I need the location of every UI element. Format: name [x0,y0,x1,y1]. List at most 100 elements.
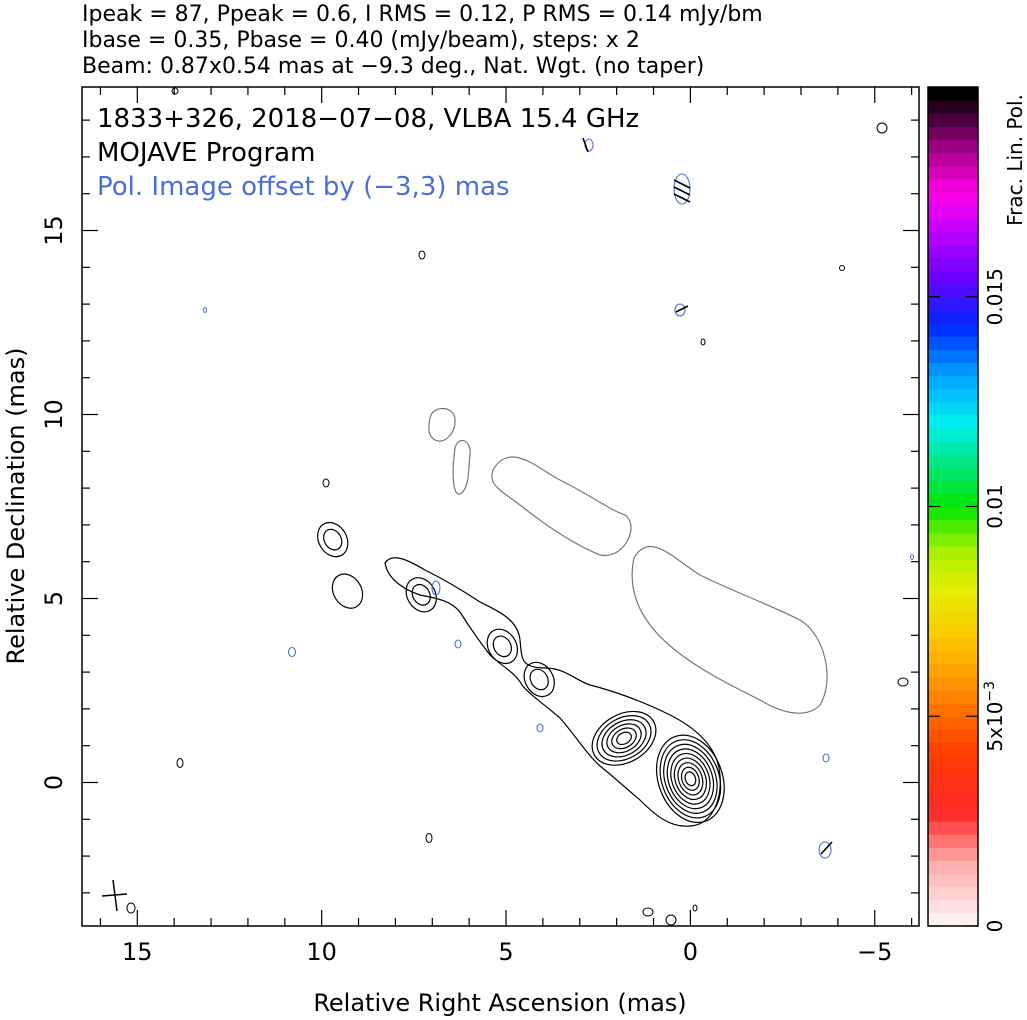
intensity-contour [486,628,519,665]
pol-grey-lobe-contour [631,545,828,714]
colorbar-band [928,558,978,573]
intensity-contour [606,723,642,754]
colorbar [928,87,978,927]
colorbar-band [928,624,978,639]
colorbar-band [928,322,978,337]
y-tick-label: 10 [40,399,68,430]
noise-contour [126,902,136,914]
colorbar-band [928,87,978,101]
colorbar-band [928,703,978,717]
x-tick-labels: 15 10 5 0 −5 [122,938,892,966]
intensity-contour [656,734,725,824]
intensity-contour [331,573,364,609]
noise-contour [418,250,426,260]
colorbar-band [928,611,978,626]
intensity-contour [680,766,700,791]
x-tick-label: 10 [306,938,337,966]
intensity-contour [411,583,431,606]
colorbar-band [928,440,978,455]
colorbar-band [928,414,978,429]
x-tick-label: −5 [857,938,892,966]
colorbar-band [928,126,978,141]
outer-jet-contour [384,557,721,827]
colorbar-band [928,663,978,678]
intensity-contour [670,752,711,805]
colorbar-band [928,637,978,652]
colorbar-tick-label: 0 [983,920,1007,933]
colorbar-band [928,283,978,298]
colorbar-band [928,821,978,835]
intensity-contour [684,771,697,787]
pol-vector [582,137,589,153]
colorbar-band [928,808,978,822]
colorbar-band [928,454,978,468]
colorbar-band [928,165,978,180]
colorbar-band [928,860,978,875]
pol-vector [673,186,691,196]
colorbar-band [928,690,978,704]
colorbar-band [928,545,978,560]
colorbar-band [928,309,978,324]
colorbar-band [928,781,978,796]
colorbar-band [928,401,978,416]
colorbar-band [928,191,978,206]
colorbar-band [928,650,978,665]
colorbar-band [928,349,978,363]
pol-blob [202,306,208,314]
colorbar-band [928,729,978,744]
pol-blob [822,753,830,763]
pol-grey-knot-1 [428,407,456,442]
intensity-contour [317,521,349,558]
colorbar-band [928,768,978,783]
colorbar-band [928,139,978,154]
noise-contour [171,87,179,95]
header-line-3: Beam: 0.87x0.54 mas at −9.3 deg., Nat. W… [82,54,705,79]
colorbar-band [928,336,978,350]
intensity-contour [673,757,707,801]
colorbar-band [928,100,978,114]
x-tick-label: 5 [498,938,513,966]
beam-minor-axis [101,893,128,897]
x-axis-label: Relative Right Ascension (mas) [313,989,686,1017]
colorbar-band [928,834,978,848]
intensity-contour [677,762,704,796]
colorbar-band [928,296,978,311]
pol-offset-label: Pol. Image offset by (−3,3) mas [97,172,510,202]
colorbar-ticks [928,296,978,927]
noise-contour [839,265,845,271]
colorbar-band [928,178,978,193]
y-tick-label: 0 [40,775,68,790]
noise-contour [665,914,677,926]
colorbar-band [928,113,978,127]
axis-ticks [82,87,919,926]
pol-blob [431,580,441,596]
header-line-2: Ibase = 0.35, Pbase = 0.40 (mJy/beam), s… [82,28,640,53]
intensity-contour [591,710,657,766]
intensity-contour [529,668,549,691]
pol-blob [454,639,462,649]
colorbar-band [928,493,978,508]
header-line-1: Ipeak = 87, Ppeak = 0.6, I RMS = 0.12, P… [82,2,763,27]
pol-vector [820,841,833,855]
colorbar-band [928,742,978,757]
colorbar-band [928,270,978,285]
colorbar-band [928,532,978,547]
plot-frame [81,86,920,927]
colorbar-tick-label: 0.01 [983,484,1007,529]
pol-contours [202,138,915,859]
pol-grey-knot-2 [452,439,471,495]
colorbar-band [928,572,978,586]
source-label: 1833+326, 2018−07−08, VLBA 15.4 GHz [97,104,639,134]
y-tick-label: 5 [40,591,68,606]
x-tick-label: 0 [683,938,698,966]
colorbar-band [928,794,978,809]
noise-contour [897,677,909,687]
noise-contours [126,87,909,926]
noise-contour [692,904,698,912]
pol-vectors [582,137,833,855]
colorbar-tick-labels: 0 5x10−3 0.01 0.015 [982,268,1007,932]
intensity-contour [666,748,715,810]
intensity-contour [323,528,343,551]
intensity-contour [611,727,637,750]
